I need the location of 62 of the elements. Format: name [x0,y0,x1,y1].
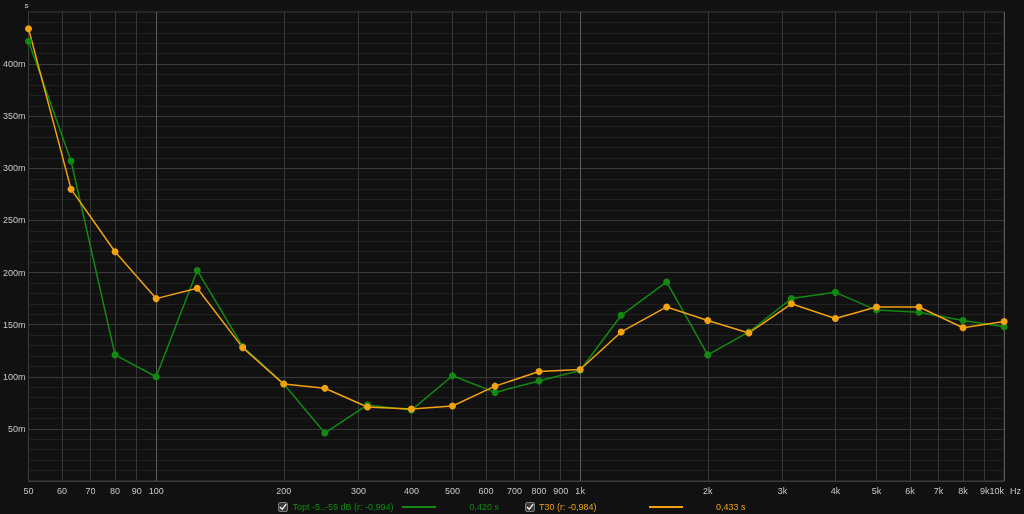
point [193,284,201,292]
x-tick-label: 6k [905,485,916,496]
x-tick-label: 8k [958,485,969,496]
point [152,373,160,381]
x-tick-label: 50 [23,485,34,496]
y-tick-label: 400m [3,59,26,70]
x-tick-label: 100 [148,485,164,496]
x-tick-label: 70 [85,485,96,496]
point [831,314,839,322]
x-tick-label: 800 [531,485,547,496]
point [1000,318,1008,326]
text: 0,433 s [716,502,746,512]
point [704,351,712,359]
y-axis-title: s [24,0,29,10]
point [321,384,329,392]
y-tick-label: 100m [3,371,26,382]
x-tick-label: 300 [350,485,366,496]
x-tick-label: 90 [131,485,142,496]
point [535,368,543,376]
point [831,288,839,296]
y-tick-label: 150m [3,319,26,330]
text: Topt -5..-59 dB (r: -0,994) [292,502,395,512]
x-tick-label: 700 [506,485,522,496]
y-tick-label: 250m [3,215,26,226]
point [491,388,499,396]
x-tick-label: 9k [979,485,990,496]
x-tick-label: 1k [575,485,586,496]
point [25,37,33,45]
point [321,429,329,437]
point [617,311,625,319]
x-tick-label: 500 [444,485,461,496]
point [959,317,967,324]
x-axis-title: Hz [1010,485,1022,496]
point [617,328,625,336]
point [152,295,160,303]
point [704,317,712,324]
x-tick-label: 80 [110,485,121,496]
y-tick-label: 50m [8,423,26,434]
point [449,402,456,410]
point [67,185,75,193]
x-tick-label: 2k [702,485,713,496]
y-tick-label: 350m [3,111,26,122]
y-tick-label: 200m [3,267,26,278]
x-tick-label: 10k [989,485,1005,496]
x-tick-label: 5k [871,485,882,496]
text: T30 (r: -0,984) [539,502,598,512]
y-tick-label: 300m [3,163,26,174]
x-tick-label: 7k [933,485,944,496]
x-tick-label: 3k [777,485,788,496]
point [787,300,795,308]
point [959,324,967,332]
point [193,266,201,274]
point [449,372,456,380]
point [25,25,33,33]
x-tick-label: 200 [276,485,292,496]
point [111,248,119,256]
x-tick-label: 60 [57,485,68,496]
x-tick-label: 4k [830,485,841,496]
x-tick-label: 900 [553,485,569,496]
x-tick-label: 600 [478,485,494,496]
text: 0,420 s [469,502,499,512]
x-tick-label: 400 [403,485,419,496]
